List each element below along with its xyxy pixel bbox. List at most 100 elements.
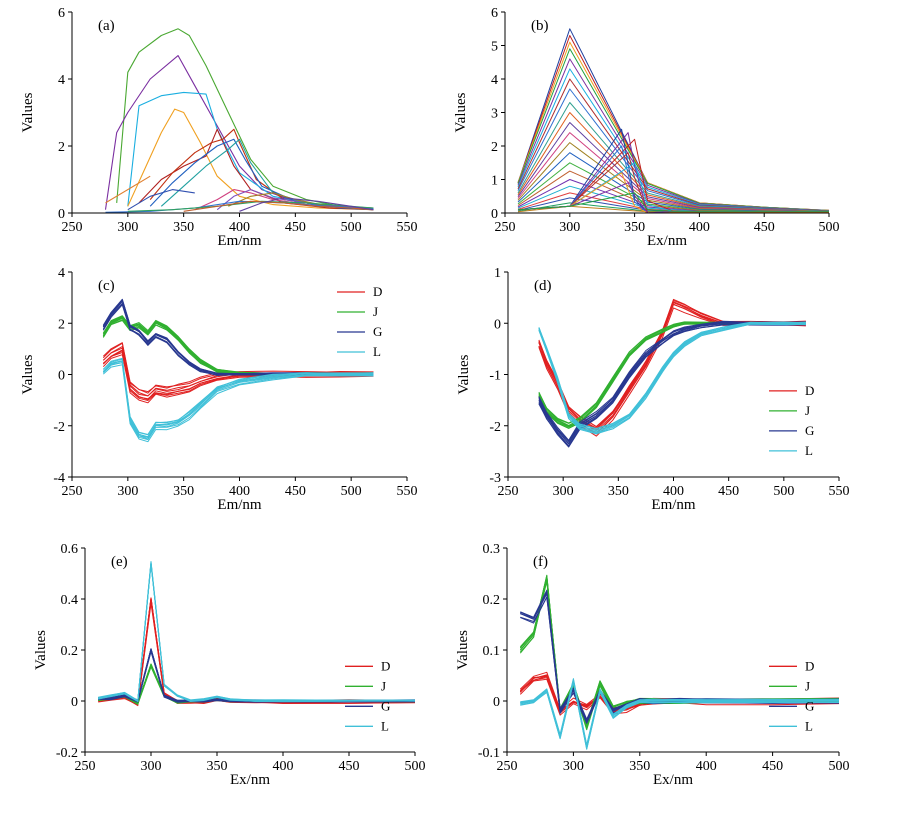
legend-label-d: D [381,658,390,673]
x-tick-label: 500 [405,759,426,774]
panel-label: (a) [98,18,115,34]
panel-b: 250 300 350 400 450 500 0 1 2 3 4 5 6 Ex/nm Values (b) [453,6,840,249]
x-tick-label: 500 [819,220,840,235]
group-g-line [98,651,415,703]
panel-e: 250 300 350 400 450 500 -0.2 0 0.2 0.4 0.6 Ex/nm Val… [33,542,426,788]
panel-c: 250 300 350 400 450 500 550 -4 -2 0 2 4 Em/nm Values (… [20,266,418,513]
x-tick-label: 550 [397,220,418,235]
legend-label-j: J [373,304,378,319]
x-axis-label: Ex/nm [647,233,687,249]
y-tick-label: -1 [489,369,501,384]
group-g-line [538,320,806,441]
legend-label-d: D [373,284,382,299]
panel-label: (e) [111,554,128,570]
y-axis-label: Values [20,354,36,394]
legend-label-j: J [381,678,386,693]
plot-area-d [538,298,806,448]
x-tick-label: 400 [229,484,250,499]
legend-label-j: J [805,678,810,693]
x-tick-label: 450 [339,759,360,774]
spectrum-line-15 [517,162,829,213]
spectrum-line-8 [517,88,829,212]
y-tick-label: 2 [58,140,65,155]
series-line-12 [105,200,374,213]
group-l-line [102,358,374,435]
panel-label: (b) [531,18,549,34]
y-tick-label: 4 [58,266,65,281]
y-tick-label: 0 [71,695,78,710]
y-tick-label: 0 [494,317,501,332]
legend-label-l: L [373,344,381,359]
x-tick-label: 500 [341,484,362,499]
group-l-line [102,360,374,438]
x-tick-label: 350 [624,220,645,235]
panel-label: (c) [98,278,115,294]
y-tick-label: -2 [53,420,65,435]
y-axis-label: Values [456,354,472,394]
plot-area-e [98,561,415,707]
spectrum-line-14 [517,152,829,213]
series-line-6 [149,128,374,211]
y-tick-label: 0 [493,695,500,710]
panel-a: 250 300 350 400 450 500 550 0 2 4 6 Em/nm Values (a) [20,6,418,249]
spectrum-line-13 [517,142,829,213]
legend-label-l: L [805,718,813,733]
x-tick-label: 300 [553,484,574,499]
spectrum-line-7 [517,78,829,212]
x-axis-label: Ex/nm [230,772,270,788]
panel-d: 250 300 350 400 450 500 550 -3 -2 -1 0 1 Em/nm Values… [456,266,850,513]
y-tick-label: 0 [58,207,65,222]
group-j-line [538,322,806,426]
y-tick-label: 0 [58,369,65,384]
x-tick-label: 300 [563,759,584,774]
spectrum-line-11 [517,122,829,213]
x-tick-label: 350 [173,484,194,499]
group-l-line [520,681,839,749]
series-line-14 [183,200,374,212]
legend-label-g: G [805,698,814,713]
y-tick-label: 0.2 [61,644,79,659]
group-l-line [538,321,806,430]
spectrum-line-6 [517,68,829,212]
group-g-line [102,304,374,377]
legend-label-l: L [381,718,389,733]
y-tick-label: 6 [58,6,65,21]
series-line-10 [216,189,374,211]
group-g-line [102,301,374,375]
legend-label-l: L [805,443,813,458]
x-axis-label: Em/nm [217,497,261,513]
x-tick-label: 500 [829,759,850,774]
group-g-line [98,649,415,702]
series-line-7 [149,138,374,211]
y-tick-label: -0.2 [56,746,78,761]
x-tick-label: 250 [62,220,83,235]
y-axis-label: Values [33,630,49,670]
group-g-line [98,648,415,702]
spectrum-line-17 [517,179,829,213]
x-tick-label: 250 [495,220,516,235]
x-tick-label: 400 [689,220,710,235]
x-tick-label: 250 [62,484,83,499]
series-line-16 [105,175,151,204]
group-j-line [102,316,374,374]
group-l-line [538,322,806,431]
x-axis-label: Ex/nm [653,772,693,788]
x-tick-label: 350 [629,759,650,774]
group-l-line [520,679,839,747]
series-line-17 [127,189,195,211]
spectrum-line-5 [517,58,829,212]
group-l-line [98,561,415,701]
y-axis-label: Values [453,92,469,132]
x-tick-label: 250 [498,484,519,499]
legend-label-g: G [805,423,814,438]
y-tick-label: -2 [489,420,501,435]
x-tick-label: 450 [718,484,739,499]
group-g-line [102,303,374,376]
x-tick-label: 450 [285,484,306,499]
y-tick-label: 0.1 [483,644,501,659]
x-tick-label: 250 [497,759,518,774]
x-tick-label: 550 [397,484,418,499]
y-tick-label: -4 [53,471,65,486]
